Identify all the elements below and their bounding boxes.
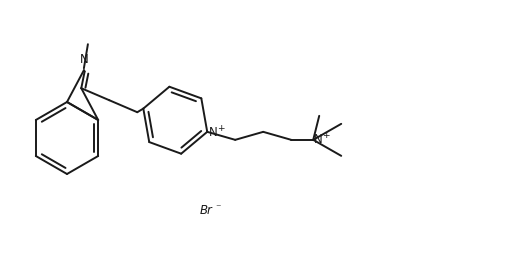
- Text: N: N: [314, 133, 323, 146]
- Text: ⁻: ⁻: [215, 203, 220, 213]
- Text: +: +: [217, 124, 225, 133]
- Text: N: N: [79, 53, 88, 66]
- Text: +: +: [322, 131, 330, 140]
- Text: Br: Br: [200, 205, 213, 218]
- Text: N: N: [209, 126, 218, 139]
